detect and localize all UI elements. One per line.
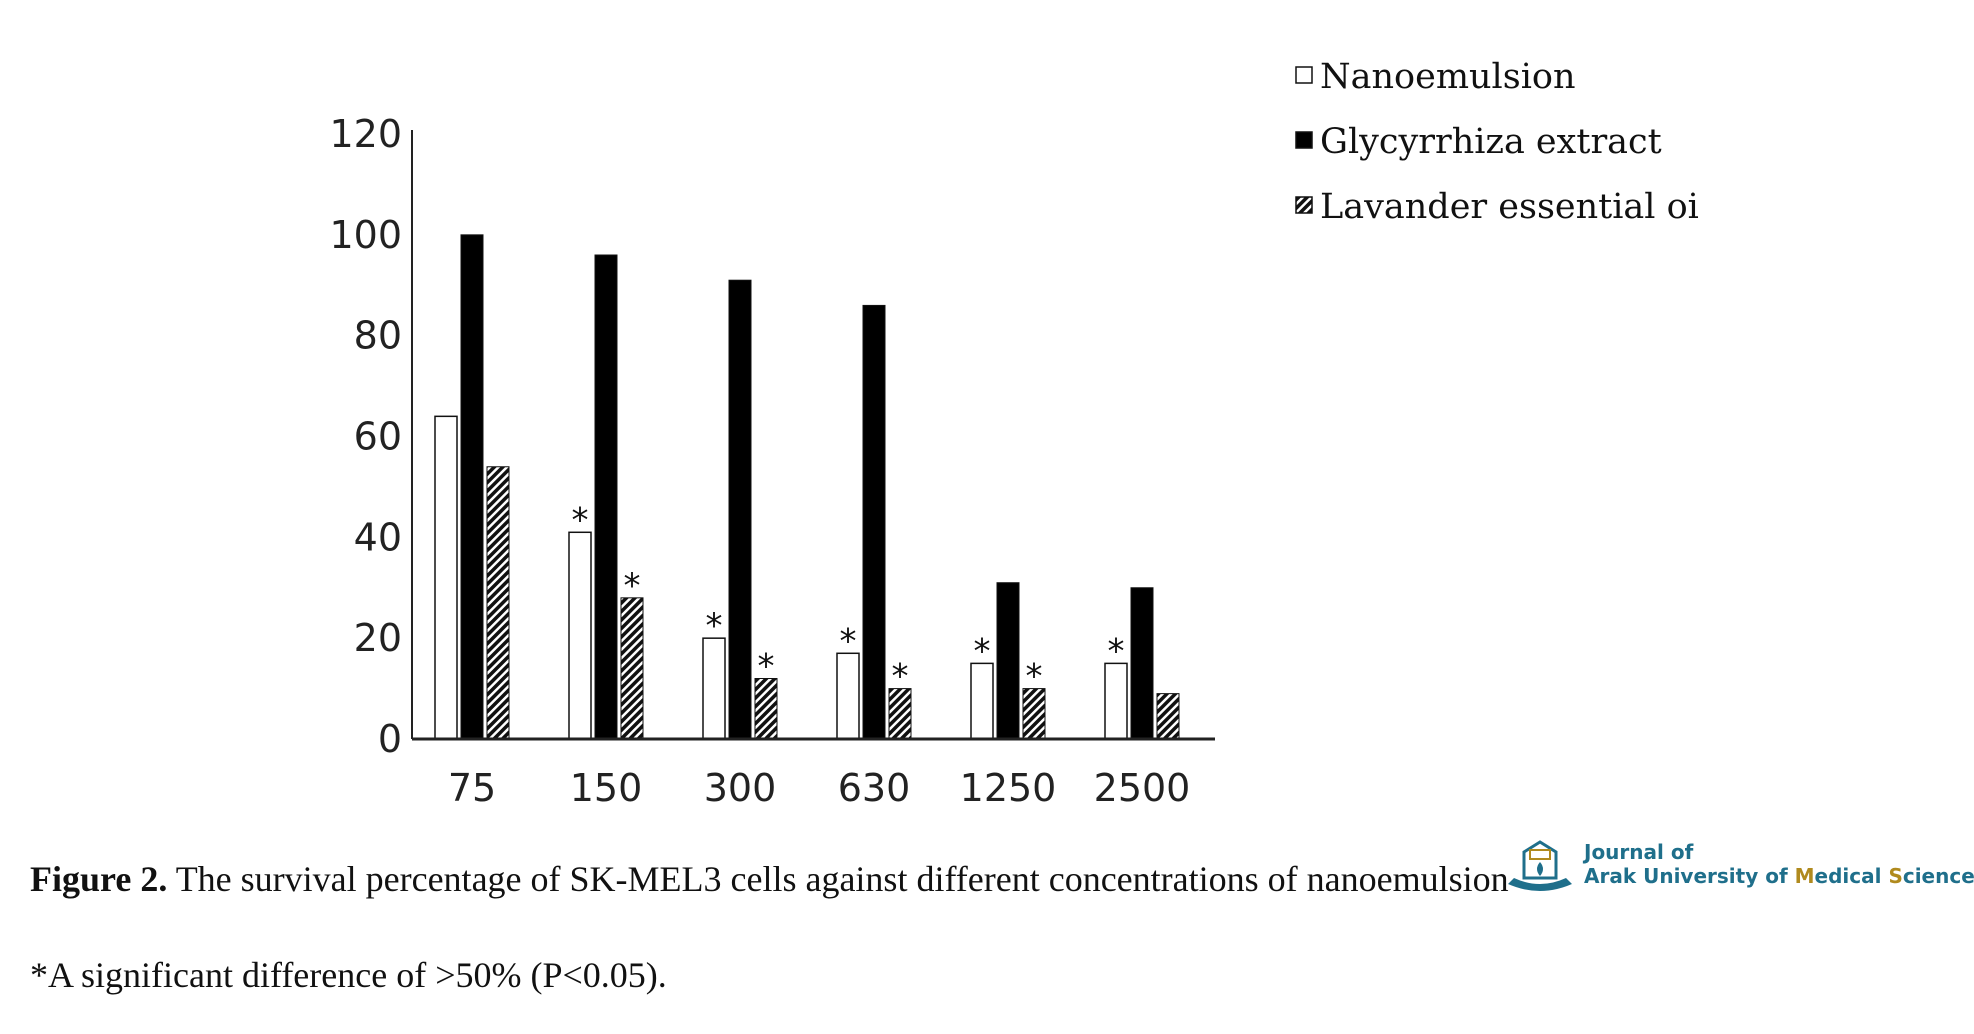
significance-marker: * [1108, 631, 1125, 671]
x-tick-label: 1250 [960, 766, 1057, 810]
significance-marker: * [758, 647, 775, 687]
x-tick-label: 300 [704, 766, 777, 810]
significance-marker: * [624, 566, 641, 606]
y-tick-label: 0 [378, 717, 402, 761]
bar-nanoemulsion [434, 415, 458, 740]
bar-lavander-essential-oi [1156, 693, 1180, 740]
significance-marker: * [1026, 657, 1043, 697]
bar-glycyrrhiza-extract [862, 304, 886, 740]
significance-marker: * [840, 621, 857, 661]
significance-marker: * [974, 631, 991, 671]
figure-caption: Figure 2. The survival percentage of SK-… [30, 858, 1509, 900]
x-tick-label: 2500 [1094, 766, 1191, 810]
bar-nanoemulsion [568, 531, 592, 740]
bar-glycyrrhiza-extract [728, 279, 752, 740]
journal-logo: Journal of Arak University of Medical Sc… [1504, 838, 1974, 902]
figure-label: Figure 2. [30, 859, 168, 899]
bar-lavander-essential-oi [754, 678, 778, 740]
legend-label: Lavander essential oi [1320, 187, 1699, 227]
bar-lavander-essential-oi [486, 466, 510, 740]
bar-glycyrrhiza-extract [594, 254, 618, 740]
figure-caption-text: The survival percentage of SK-MEL3 cells… [175, 859, 1509, 899]
significance-footnote: *A significant difference of >50% (P<0.0… [30, 955, 667, 995]
significance-marker: * [572, 500, 589, 540]
y-tick-label: 80 [354, 314, 402, 358]
y-tick-label: 20 [354, 616, 402, 660]
legend-label: Nanoemulsion [1320, 57, 1576, 97]
journal-name-line2: Arak University of Medical Sciences [1584, 864, 1974, 888]
y-tick-label: 100 [329, 213, 402, 257]
bar-nanoemulsion [836, 652, 860, 740]
journal-seal-icon [1508, 840, 1572, 891]
x-tick-label: 630 [838, 766, 911, 810]
y-tick-label: 120 [329, 112, 402, 156]
x-tick-label: 75 [448, 766, 496, 810]
bar-lavander-essential-oi [620, 597, 644, 740]
bar-glycyrrhiza-extract [460, 234, 484, 740]
bar-glycyrrhiza-extract [1130, 587, 1154, 740]
legend-swatch [1295, 66, 1313, 84]
bar-nanoemulsion [702, 637, 726, 740]
x-tick-label: 150 [570, 766, 643, 810]
bar-nanoemulsion [970, 662, 994, 740]
significance-marker: * [706, 606, 723, 646]
legend-swatch [1295, 196, 1313, 214]
significance-marker: * [892, 657, 909, 697]
journal-name: Journal of Arak University of Medical Sc… [1584, 840, 1974, 888]
bar-nanoemulsion [1104, 662, 1128, 740]
bar-glycyrrhiza-extract [996, 582, 1020, 740]
y-tick-label: 60 [354, 415, 402, 459]
legend-label: Glycyrrhiza extract [1320, 122, 1662, 162]
legend-swatch [1295, 131, 1313, 149]
y-tick-label: 40 [354, 515, 402, 559]
journal-name-line1: Journal of [1584, 840, 1694, 864]
